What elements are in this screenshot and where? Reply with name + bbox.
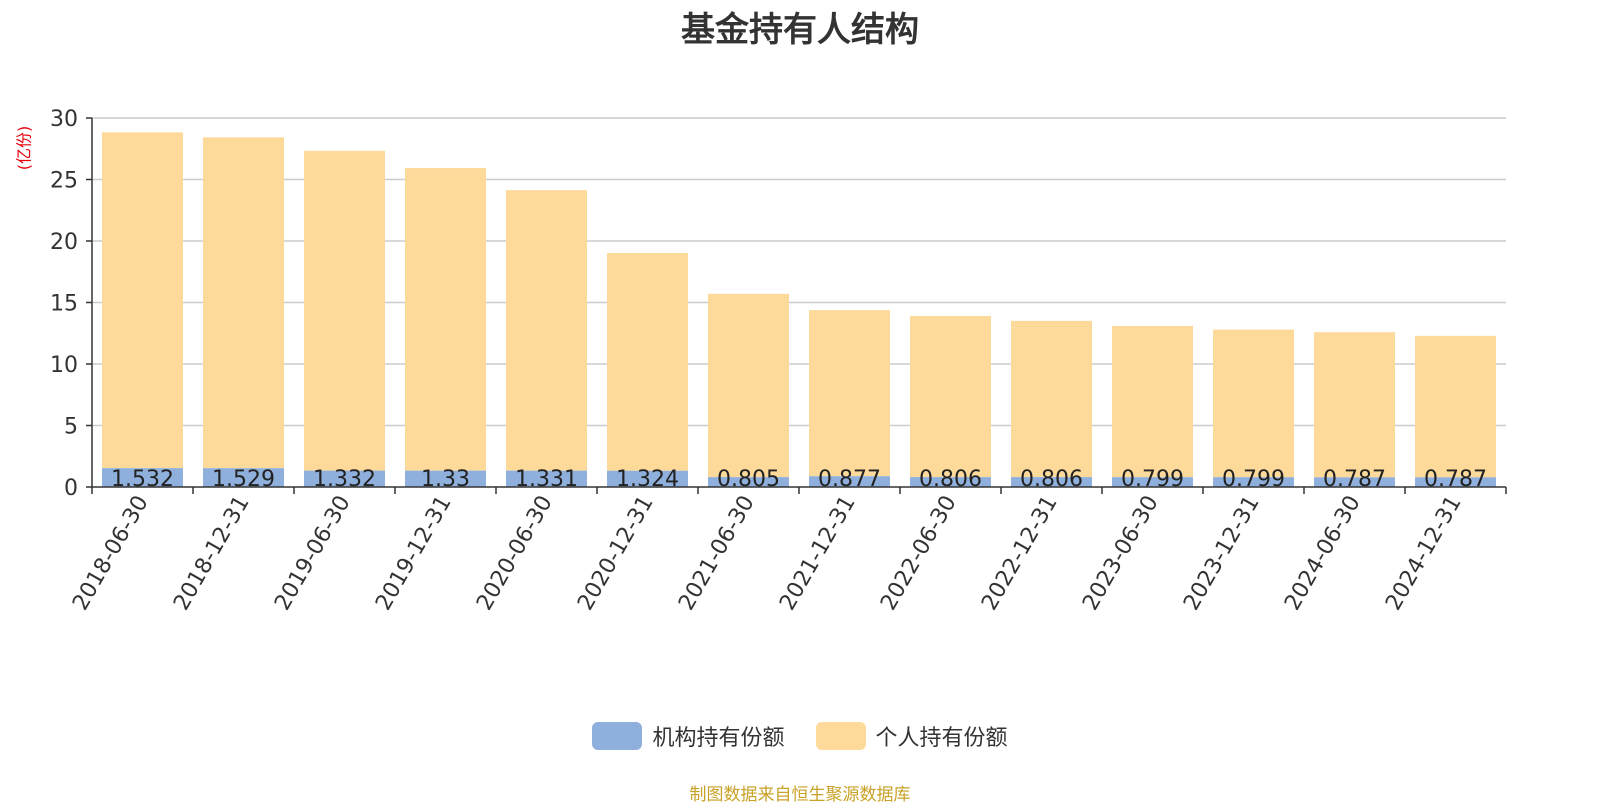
bar-individual — [203, 137, 284, 469]
y-tick-label: 10 — [50, 353, 78, 378]
legend-item-institutional[interactable]: 机构持有份额 — [592, 720, 785, 752]
bar-institutional — [506, 470, 587, 487]
x-tick-label: 2023-12-31 — [1179, 492, 1265, 615]
data-label-institutional: 0.787 — [1424, 467, 1487, 492]
bar-institutional — [102, 468, 183, 487]
legend-swatch-individual — [815, 722, 866, 750]
x-tick-label: 2021-06-30 — [674, 492, 760, 615]
bar-institutional — [1415, 477, 1496, 487]
data-label-institutional: 1.529 — [212, 467, 275, 492]
x-tick-label: 2023-06-30 — [1078, 492, 1164, 615]
bar-individual — [1112, 325, 1193, 478]
x-tick-label: 2022-06-30 — [876, 492, 962, 615]
data-label-institutional: 0.806 — [919, 467, 982, 492]
bar-individual — [304, 150, 385, 471]
data-label-institutional: 1.33 — [421, 467, 470, 492]
bar-individual — [910, 315, 991, 478]
bar-institutional — [1213, 477, 1294, 487]
bar-institutional — [1112, 477, 1193, 487]
bar-individual — [708, 293, 789, 478]
x-tick-label: 2019-06-30 — [270, 492, 356, 615]
bar-individual — [405, 168, 486, 471]
data-label-institutional: 1.331 — [515, 467, 578, 492]
y-tick-label: 0 — [64, 476, 78, 501]
data-label-institutional: 0.877 — [818, 467, 881, 492]
bar-institutional — [708, 477, 789, 487]
legend-label-institutional: 机构持有份额 — [652, 726, 785, 751]
bar-individual — [102, 132, 183, 469]
y-tick-label: 30 — [50, 107, 78, 132]
chart-title: 基金持有人结构 — [681, 10, 919, 50]
bar-institutional — [304, 470, 385, 487]
data-label-institutional: 0.787 — [1323, 467, 1386, 492]
x-tick-label: 2018-12-31 — [169, 492, 255, 615]
y-tick-label: 15 — [50, 292, 78, 317]
legend-swatch-institutional — [592, 722, 643, 750]
data-label-institutional: 0.799 — [1121, 467, 1184, 492]
bar-institutional — [1314, 477, 1395, 487]
data-label-institutional: 1.532 — [111, 467, 174, 492]
legend-item-individual[interactable]: 个人持有份额 — [815, 720, 1008, 752]
y-tick-label: 25 — [50, 169, 78, 194]
bar-institutional — [1011, 477, 1092, 487]
data-label-institutional: 1.332 — [313, 467, 376, 492]
x-tick-label: 2024-12-31 — [1381, 492, 1467, 615]
x-tick-label: 2019-12-31 — [371, 492, 457, 615]
bar-individual — [607, 253, 688, 471]
x-tick-label: 2021-12-31 — [775, 492, 861, 615]
legend: 机构持有份额 个人持有份额 — [0, 720, 1600, 756]
data-label-institutional: 0.806 — [1020, 467, 1083, 492]
x-tick-label: 2020-06-30 — [472, 492, 558, 615]
bar-individual — [809, 310, 890, 477]
data-label-institutional: 0.799 — [1222, 467, 1285, 492]
data-source-note: 制图数据来自恒生聚源数据库 — [689, 785, 911, 805]
bar-individual — [1314, 332, 1395, 478]
bar-individual — [1415, 335, 1496, 478]
bar-institutional — [910, 477, 991, 487]
x-tick-label: 2024-06-30 — [1280, 492, 1366, 615]
x-tick-label: 2018-06-30 — [68, 492, 154, 615]
bar-institutional — [607, 470, 688, 487]
data-label-institutional: 0.805 — [717, 467, 780, 492]
bar-individual — [1011, 320, 1092, 478]
data-label-institutional: 1.324 — [616, 467, 679, 492]
x-tick-label: 2022-12-31 — [977, 492, 1063, 615]
bar-institutional — [405, 470, 486, 487]
bar-institutional — [203, 468, 284, 487]
y-tick-label: 20 — [50, 230, 78, 255]
y-tick-label: 5 — [64, 415, 78, 440]
bar-individual — [1213, 329, 1294, 478]
bar-institutional — [809, 476, 890, 487]
legend-label-individual: 个人持有份额 — [875, 726, 1008, 751]
x-tick-label: 2020-12-31 — [573, 492, 659, 615]
bar-individual — [506, 190, 587, 471]
